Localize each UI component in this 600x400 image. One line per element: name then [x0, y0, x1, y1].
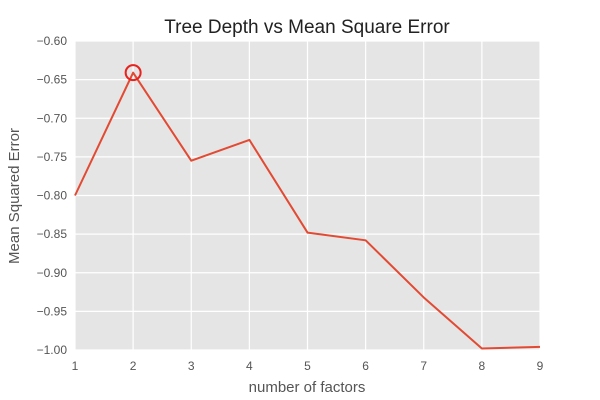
x-tick-label: 4	[246, 359, 253, 373]
x-tick-label: 5	[304, 359, 311, 373]
x-tick-label: 7	[420, 359, 427, 373]
x-tick-label: 8	[479, 359, 486, 373]
y-tick-label: −0.80	[37, 189, 68, 203]
x-axis-label: number of factors	[249, 379, 366, 396]
y-tick-label: −0.85	[37, 227, 68, 241]
series-line	[74, 71, 541, 350]
x-tick-label: 3	[188, 359, 195, 373]
chart-title: Tree Depth vs Mean Square Error	[164, 17, 450, 38]
y-tick-label: −0.95	[37, 304, 68, 318]
y-tick-label: −0.75	[37, 150, 68, 164]
x-tick-label: 1	[72, 359, 79, 373]
y-tick-label: −0.70	[37, 111, 68, 125]
highlight-marker	[124, 64, 142, 82]
y-tick-label: −1.00	[37, 343, 68, 357]
x-tick-label: 9	[537, 359, 544, 373]
y-axis-label: Mean Squared Error	[6, 128, 23, 264]
y-tick-label: −0.90	[37, 266, 68, 280]
y-tick-label: −0.65	[37, 73, 68, 87]
series-group	[74, 71, 541, 350]
y-tick-label: −0.60	[37, 34, 68, 48]
highlight-group	[124, 64, 142, 82]
x-tick-label: 2	[130, 359, 137, 373]
y-tick-labels: −0.60 −0.65 −0.70 −0.75 −0.80 −0.85 −0.90 −0.95…	[37, 34, 68, 357]
grid-lines	[74, 40, 541, 351]
x-tick-label: 6	[362, 359, 369, 373]
x-tick-labels: 1 2 3 4 5 6 7 8 9	[72, 359, 544, 373]
